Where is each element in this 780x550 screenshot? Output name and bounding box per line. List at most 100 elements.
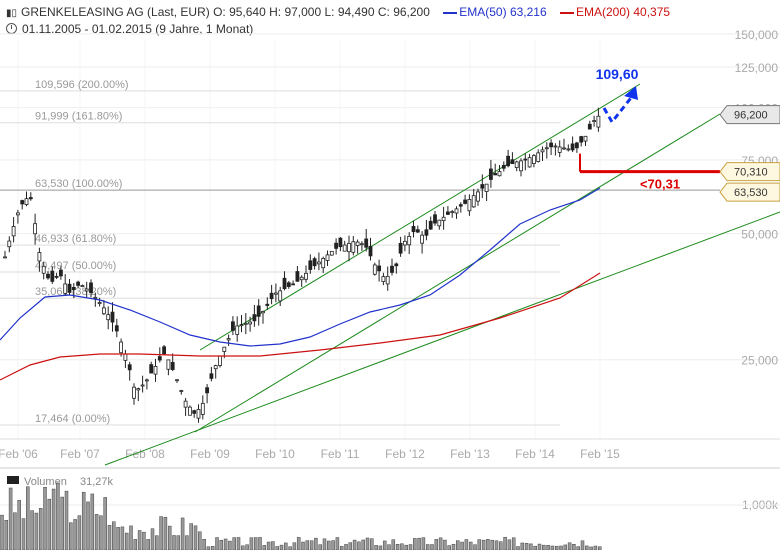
candle	[372, 262, 377, 276]
volume-bar	[327, 540, 331, 550]
candle	[390, 258, 394, 276]
volume-bar	[567, 542, 572, 550]
candle	[3, 250, 7, 259]
candle-body	[63, 283, 68, 294]
candle-body	[488, 168, 493, 180]
price-box-label: 63,530	[734, 187, 768, 199]
candle-body	[312, 258, 317, 267]
volume-bar	[387, 544, 391, 550]
candle	[89, 279, 93, 298]
candle	[248, 316, 253, 332]
volume-bar	[81, 491, 86, 550]
candle-body	[71, 286, 76, 291]
candle	[192, 409, 197, 418]
candle-body	[252, 314, 257, 322]
volume-bar	[146, 539, 150, 550]
volume-bar	[533, 545, 537, 550]
volume-bar	[546, 544, 550, 550]
x-tick-label: Feb '14	[515, 447, 555, 461]
volume-bar	[219, 539, 224, 550]
volume-bar	[550, 545, 555, 550]
candle-body	[20, 200, 25, 205]
volume-bar	[296, 537, 301, 550]
target-label: 109,60	[596, 66, 639, 82]
candle	[441, 206, 446, 230]
volume-bar	[352, 539, 357, 550]
volume-bar	[155, 535, 159, 550]
volume-bar	[507, 539, 512, 550]
volume-bar	[309, 540, 314, 550]
ema200-value: 40,375	[633, 5, 671, 19]
candle	[76, 280, 80, 288]
candle	[480, 174, 485, 199]
candle	[102, 299, 106, 316]
price-box: 96,200	[719, 105, 780, 125]
candle-body	[493, 172, 498, 176]
candle-body	[144, 379, 149, 382]
candle-body	[536, 152, 541, 162]
candle-body	[347, 242, 351, 253]
chart-header: ▮▯ GRENKELEASING AG (Last, EUR) O: 95,640…	[6, 5, 670, 19]
volume-bar	[17, 500, 21, 550]
candle	[575, 141, 579, 153]
candle-body	[132, 386, 136, 399]
candle	[127, 361, 132, 381]
volume-bar	[185, 535, 189, 550]
candle-body	[149, 364, 154, 374]
candle	[162, 344, 167, 355]
volume-bar	[133, 539, 138, 550]
candle	[11, 217, 16, 243]
candle	[282, 271, 287, 291]
grid	[0, 33, 780, 439]
candle-body	[433, 214, 437, 224]
volume-bar	[279, 544, 284, 550]
candle-body	[364, 238, 369, 248]
x-axis: Feb '06 Feb '07 Feb '08 Feb '09 Feb '10 Feb '…	[0, 438, 780, 469]
candle	[132, 383, 136, 405]
candle	[265, 297, 270, 310]
candle	[454, 206, 459, 219]
candle	[235, 316, 240, 342]
candle-body	[67, 283, 72, 293]
candle-body	[24, 198, 29, 205]
volume-bar	[494, 540, 499, 550]
candle-body	[187, 406, 192, 416]
volume-bar	[69, 522, 73, 550]
volume-icon	[7, 476, 19, 484]
support-label: <70,31	[640, 177, 680, 192]
volume-bar	[361, 539, 365, 550]
candle-body	[278, 290, 283, 302]
volume-bar	[580, 540, 585, 550]
candle-body	[407, 235, 412, 246]
volume-bar	[176, 535, 181, 550]
volume-bar	[408, 544, 413, 550]
candlestick-icon: ▮▯	[6, 8, 18, 19]
candle-body	[596, 115, 601, 128]
candle-body	[450, 211, 455, 214]
candle	[67, 279, 72, 296]
candle-body	[295, 271, 300, 282]
volume-bar	[172, 535, 176, 550]
candle	[273, 283, 278, 303]
candle	[114, 318, 119, 338]
y-tick-label: 125,000	[735, 61, 779, 75]
candle	[166, 359, 171, 376]
volume-label: Volumen	[24, 476, 67, 488]
volume-bar	[322, 538, 327, 550]
candle	[402, 235, 407, 252]
candle-body	[162, 346, 167, 355]
volume-bar	[477, 539, 482, 550]
candle	[385, 266, 390, 291]
candle	[252, 304, 257, 327]
candle	[50, 266, 55, 284]
volume-value: 31,27k	[80, 476, 114, 488]
candle	[80, 284, 85, 288]
candle-body	[235, 325, 240, 335]
candle-body	[123, 353, 128, 361]
trend-line	[104, 211, 780, 466]
candle	[144, 378, 149, 390]
volume-bar	[378, 545, 383, 550]
volume-bar	[305, 540, 310, 550]
candle-body	[33, 223, 37, 235]
